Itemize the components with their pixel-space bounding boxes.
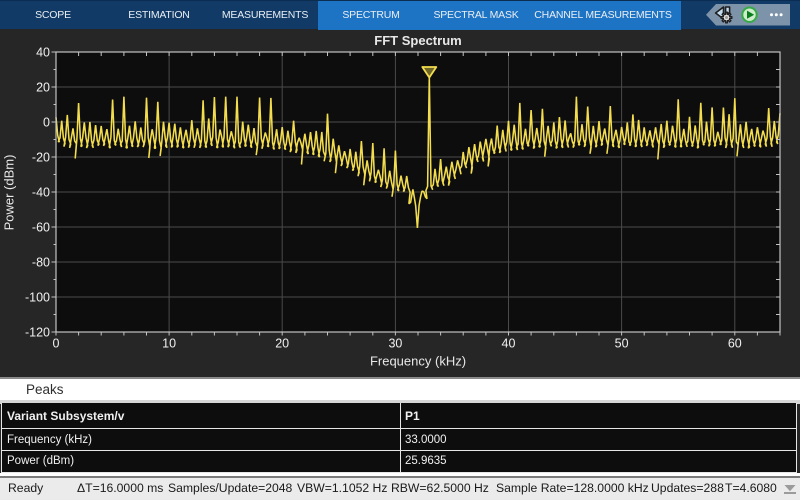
svg-text:30: 30 — [388, 337, 402, 351]
svg-text:-120: -120 — [25, 326, 50, 340]
svg-text:10: 10 — [162, 337, 176, 351]
svg-text:60: 60 — [728, 337, 742, 351]
svg-text:0: 0 — [43, 116, 50, 130]
svg-text:0: 0 — [53, 337, 60, 351]
svg-text:20: 20 — [36, 81, 50, 95]
svg-text:40: 40 — [36, 46, 50, 60]
svg-text:50: 50 — [615, 337, 629, 351]
svg-text:Frequency (kHz): Frequency (kHz) — [370, 354, 466, 369]
svg-text:-80: -80 — [32, 256, 50, 270]
svg-text:-100: -100 — [25, 291, 50, 305]
svg-text:20: 20 — [275, 337, 289, 351]
svg-text:-20: -20 — [32, 151, 50, 165]
svg-text:FFT Spectrum: FFT Spectrum — [374, 33, 461, 48]
svg-text:-40: -40 — [32, 186, 50, 200]
svg-text:Power (dBm): Power (dBm) — [2, 155, 17, 231]
svg-text:40: 40 — [502, 337, 516, 351]
svg-text:-60: -60 — [32, 221, 50, 235]
